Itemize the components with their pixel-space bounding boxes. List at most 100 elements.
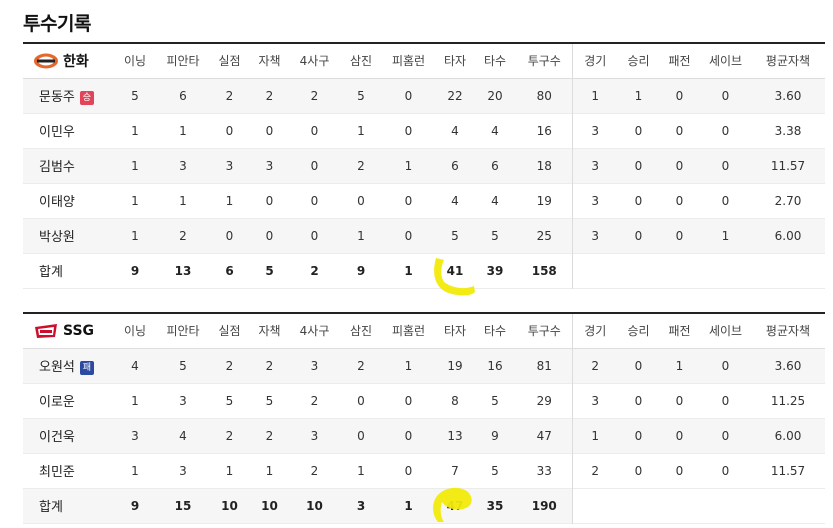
total-innings: 9 [130, 498, 140, 513]
total-walks: 2 [310, 263, 319, 278]
pitcher-cell: 이로운 [23, 383, 111, 418]
pitcher-name[interactable]: 오원석 [39, 360, 75, 375]
cell-home-runs: 1 [404, 158, 413, 173]
page-title: 투수기록 [23, 13, 91, 35]
pitcher-name[interactable]: 박상원 [39, 230, 75, 245]
cell-games: 3 [571, 183, 618, 218]
cell-hits: 1 [179, 123, 187, 138]
cell-runs: 0 [225, 123, 234, 138]
cell-innings: 5 [131, 88, 139, 103]
cell-walks: 2 [310, 88, 319, 103]
cell-wins: 0 [634, 193, 643, 208]
cell-earned-runs: 1 [265, 463, 274, 478]
cell-saves: 0 [721, 88, 730, 103]
total-earned-runs: 10 [261, 498, 278, 513]
cell-wins: 0 [634, 428, 643, 443]
col-home-runs: 피홈런 [391, 324, 426, 339]
cell-wins: 0 [634, 158, 643, 173]
cell-home-runs: 0 [404, 88, 413, 103]
cell-walks: 2 [310, 463, 319, 478]
pitcher-name[interactable]: 이로운 [39, 395, 75, 410]
cell-runs: 1 [225, 193, 234, 208]
cell-walks: 0 [310, 123, 319, 138]
cell-walks: 2 [310, 393, 319, 408]
cell-innings: 3 [131, 428, 139, 443]
cell-runs: 2 [225, 428, 234, 443]
cell-innings: 1 [131, 158, 139, 173]
cell-saves: 0 [721, 428, 730, 443]
cell-hits: 3 [179, 463, 187, 478]
pitcher-name[interactable]: 문동주 [39, 90, 75, 105]
cell-runs: 2 [225, 358, 234, 373]
cell-pitches: 47 [536, 428, 552, 443]
cell-strikeouts: 2 [357, 358, 365, 373]
cell-strikeouts: 1 [357, 123, 365, 138]
table-row: 이로운 1 3 5 5 2 0 0 8 5 29 3 0 0 0 11.25 [23, 383, 825, 418]
col-era: 평균자책 [765, 324, 811, 339]
cell-saves: 0 [721, 463, 730, 478]
cell-games: 3 [571, 383, 618, 418]
cell-at-bats: 16 [487, 358, 503, 373]
col-walks: 4사구 [299, 324, 330, 339]
cell-batters: 7 [451, 463, 459, 478]
pitcher-cell: 문동주 승 [23, 78, 111, 113]
cell-walks: 3 [310, 428, 319, 443]
cell-hits: 2 [179, 228, 187, 243]
total-pitches: 158 [531, 263, 557, 278]
cell-strikeouts: 2 [357, 158, 365, 173]
cell-hits: 4 [179, 428, 187, 443]
cell-games: 2 [571, 348, 618, 383]
cell-pitches: 25 [536, 228, 552, 243]
cell-runs: 2 [225, 88, 234, 103]
cell-saves: 0 [721, 358, 730, 373]
total-label: 합계 [39, 500, 63, 515]
cell-runs: 3 [225, 158, 234, 173]
cell-era: 6.00 [774, 228, 802, 243]
cell-wins: 0 [634, 358, 643, 373]
cell-era: 3.60 [774, 88, 802, 103]
cell-games: 1 [571, 78, 618, 113]
total-at-bats: 35 [486, 498, 504, 513]
cell-losses: 0 [675, 123, 684, 138]
total-at-bats: 39 [486, 263, 504, 278]
pitcher-name[interactable]: 이태양 [39, 195, 75, 210]
cell-hits: 6 [179, 88, 187, 103]
col-games: 경기 [571, 313, 618, 348]
col-saves: 세이브 [708, 324, 743, 339]
total-label: 합계 [39, 265, 63, 280]
cell-batters: 5 [451, 228, 459, 243]
cell-runs: 0 [225, 228, 234, 243]
cell-games: 3 [571, 148, 618, 183]
cell-runs: 5 [225, 393, 234, 408]
pitcher-name[interactable]: 이건욱 [39, 430, 75, 445]
cell-wins: 0 [634, 463, 643, 478]
pitching-table-hanwha: 한화 이닝 피안타 실점 자책 4사구 삼진 피홈런 타자 타수 투구수 경기 … [23, 42, 825, 289]
cell-earned-runs: 0 [265, 228, 274, 243]
cell-hits: 5 [179, 358, 187, 373]
cell-at-bats: 4 [491, 123, 499, 138]
cell-runs: 1 [225, 463, 234, 478]
cell-home-runs: 0 [404, 193, 413, 208]
pitcher-name[interactable]: 최민준 [39, 465, 75, 480]
cell-pitches: 18 [536, 158, 552, 173]
cell-at-bats: 5 [491, 228, 499, 243]
cell-earned-runs: 2 [265, 428, 274, 443]
col-pitches: 투구수 [527, 54, 561, 69]
pitcher-name[interactable]: 이민우 [39, 125, 75, 140]
cell-losses: 0 [675, 158, 684, 173]
col-at-bats: 타수 [483, 324, 507, 339]
cell-batters: 6 [451, 158, 459, 173]
total-walks: 10 [306, 498, 323, 513]
loss-badge: 패 [79, 360, 94, 375]
pitcher-name[interactable]: 김범수 [39, 160, 75, 175]
cell-at-bats: 5 [491, 463, 499, 478]
hanwha-logo-icon [34, 53, 58, 69]
cell-at-bats: 6 [491, 158, 499, 173]
cell-games: 3 [571, 218, 618, 253]
table-header-row: 한화 이닝 피안타 실점 자책 4사구 삼진 피홈런 타자 타수 투구수 경기 … [23, 43, 825, 78]
cell-wins: 0 [634, 228, 643, 243]
cell-saves: 0 [721, 158, 730, 173]
cell-saves: 1 [721, 228, 730, 243]
cell-earned-runs: 0 [265, 193, 274, 208]
team-header-ssg: SSG [23, 313, 111, 348]
